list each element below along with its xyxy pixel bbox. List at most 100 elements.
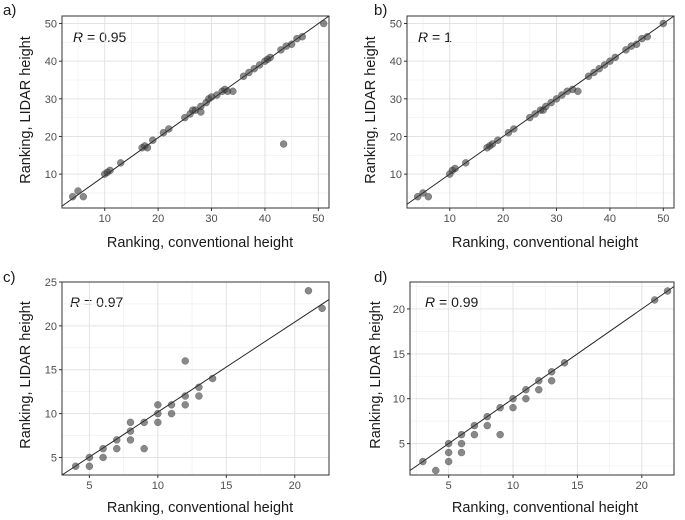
x-tick-label-a: 40 — [259, 213, 271, 225]
data-point — [535, 385, 543, 394]
data-point — [558, 91, 566, 99]
data-point — [413, 192, 422, 201]
data-point — [85, 462, 94, 470]
panel-label-c: c) — [3, 269, 16, 286]
data-point — [494, 136, 502, 144]
panel-a: a) Ranking, LIDAR height Ranking, conven… — [3, 2, 330, 251]
data-point — [574, 87, 582, 96]
x-tick-label-d: 20 — [636, 480, 648, 492]
data-point — [85, 453, 94, 462]
data-point — [154, 401, 162, 409]
x-axis-title-a: Ranking, conventional height — [107, 235, 293, 251]
y-tick-label-c: 5 — [51, 452, 57, 464]
data-point — [457, 439, 466, 448]
data-point — [622, 46, 630, 54]
data-point — [560, 359, 569, 367]
panel-frame-d — [409, 281, 675, 476]
data-point — [99, 453, 107, 462]
x-axis-title-c: Ranking, conventional height — [107, 500, 293, 516]
panel-d: d) Ranking, LIDAR height Ranking, conven… — [368, 269, 675, 516]
data-point — [457, 430, 466, 439]
data-point — [650, 296, 659, 304]
data-point — [496, 403, 504, 412]
plot-area-d: 5 10 15 20 5 10 15 20 — [393, 281, 675, 492]
data-point — [140, 418, 148, 427]
y-tick-label-a: 50 — [45, 19, 57, 31]
x-tick-label-a: 30 — [205, 213, 217, 225]
data-point — [444, 439, 453, 448]
y-tick-label-d: 15 — [393, 349, 405, 361]
data-point — [154, 418, 162, 427]
data-point — [444, 457, 453, 466]
data-point — [451, 164, 459, 173]
data-point — [457, 448, 466, 457]
data-point — [531, 110, 539, 118]
data-point — [106, 166, 114, 175]
x-tick-label-b: 30 — [550, 213, 562, 225]
x-tick-label-d: 15 — [571, 480, 583, 492]
y-axis-title-d: Ranking, LIDAR height — [368, 301, 384, 449]
panel-label-d: d) — [374, 269, 387, 286]
data-point — [181, 392, 189, 400]
x-tick-label-a: 50 — [312, 213, 324, 225]
data-point — [509, 394, 517, 403]
data-point — [432, 466, 440, 475]
data-point — [304, 287, 313, 295]
x-tick-label-c: 15 — [220, 480, 232, 492]
data-point — [419, 189, 427, 197]
data-point — [298, 32, 307, 41]
x-tick-label-a: 10 — [99, 213, 111, 225]
plot-area-a: 10 20 30 40 50 10 20 30 40 50 — [45, 15, 330, 225]
data-point — [113, 436, 121, 444]
data-point — [444, 448, 453, 457]
data-point — [195, 392, 203, 400]
data-point — [116, 159, 125, 167]
data-point — [496, 430, 504, 439]
data-point — [584, 72, 593, 80]
y-tick-label-d: 5 — [399, 439, 405, 451]
data-point — [424, 192, 433, 201]
data-point — [522, 385, 530, 394]
data-point — [632, 40, 641, 48]
data-point — [542, 102, 550, 111]
x-tick-label-b: 20 — [497, 213, 509, 225]
data-point — [149, 136, 157, 144]
data-point — [208, 374, 217, 383]
data-point — [547, 376, 556, 385]
data-point — [277, 46, 285, 54]
regression-line-d — [409, 286, 675, 471]
data-point — [461, 159, 470, 167]
r-annotation-d: R = 0.99 — [425, 294, 479, 310]
data-point — [606, 57, 614, 65]
data-point — [181, 113, 189, 122]
data-point — [167, 401, 176, 409]
data-point — [419, 457, 427, 466]
y-tick-label-b: 50 — [390, 19, 402, 31]
y-tick-label-b: 20 — [390, 131, 402, 143]
data-point — [181, 357, 189, 365]
panel-frame-c — [61, 281, 330, 476]
data-point — [483, 412, 492, 421]
x-tick-label-a: 20 — [152, 213, 164, 225]
data-point — [488, 140, 497, 148]
data-point — [74, 187, 82, 195]
data-point — [229, 87, 237, 96]
y-tick-label-c: 25 — [45, 277, 57, 289]
data-point — [611, 53, 620, 62]
panel-c: c) Ranking, LIDAR height Ranking, conven… — [3, 269, 330, 516]
data-point — [279, 140, 288, 148]
data-point — [547, 368, 556, 376]
data-point — [600, 61, 609, 69]
panel-b: b) Ranking, LIDAR height Ranking, conven… — [363, 2, 675, 251]
panel-frame-b — [406, 15, 675, 209]
data-point — [266, 53, 275, 62]
x-tick-label-d: 5 — [446, 480, 452, 492]
data-point — [250, 64, 258, 73]
y-tick-label-a: 40 — [45, 56, 57, 68]
y-tick-label-a: 30 — [45, 94, 57, 106]
y-axis-title-c: Ranking, LIDAR height — [18, 301, 34, 449]
data-point — [245, 68, 253, 77]
y-tick-label-c: 20 — [45, 321, 57, 333]
data-point — [71, 462, 80, 470]
